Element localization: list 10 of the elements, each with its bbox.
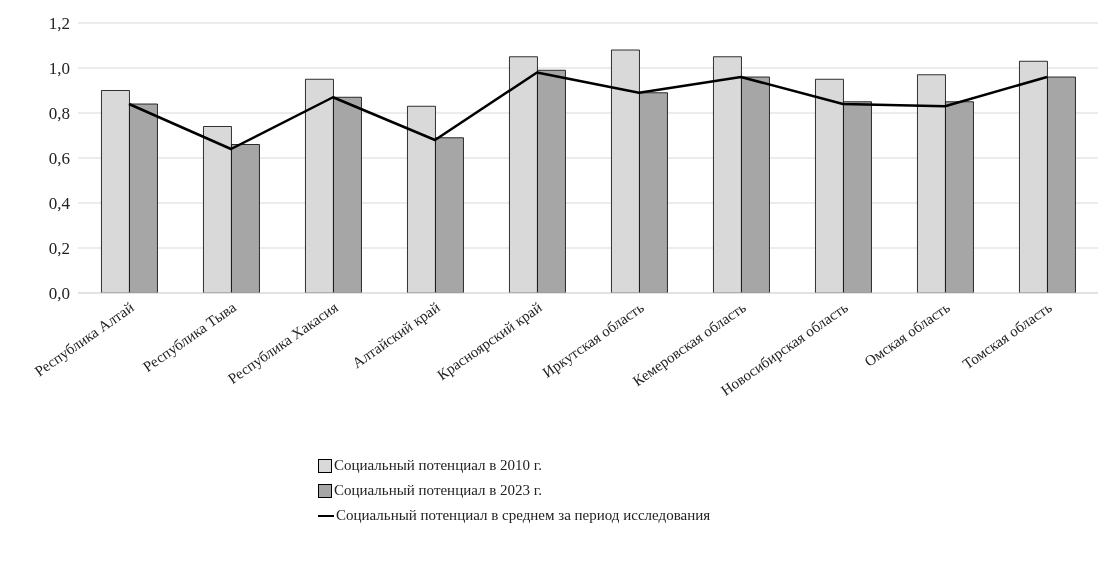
legend-label: Социальный потенциал в 2023 г. <box>334 482 543 499</box>
y-tick-label: 0,4 <box>48 194 71 214</box>
y-tick-label: 1,2 <box>48 14 70 34</box>
y-tick-label: 1,0 <box>48 59 70 79</box>
y-tick-label: 0,6 <box>48 149 70 169</box>
y-tick-label: 0,0 <box>48 284 70 304</box>
y-tick-label: 0,2 <box>48 239 70 259</box>
legend-label: Социальный потенциал в 2010 г. <box>334 457 543 474</box>
y-tick-label: 0,8 <box>48 104 70 124</box>
legend-label: Социальный потенциал в среднем за период исследования <box>336 507 711 524</box>
